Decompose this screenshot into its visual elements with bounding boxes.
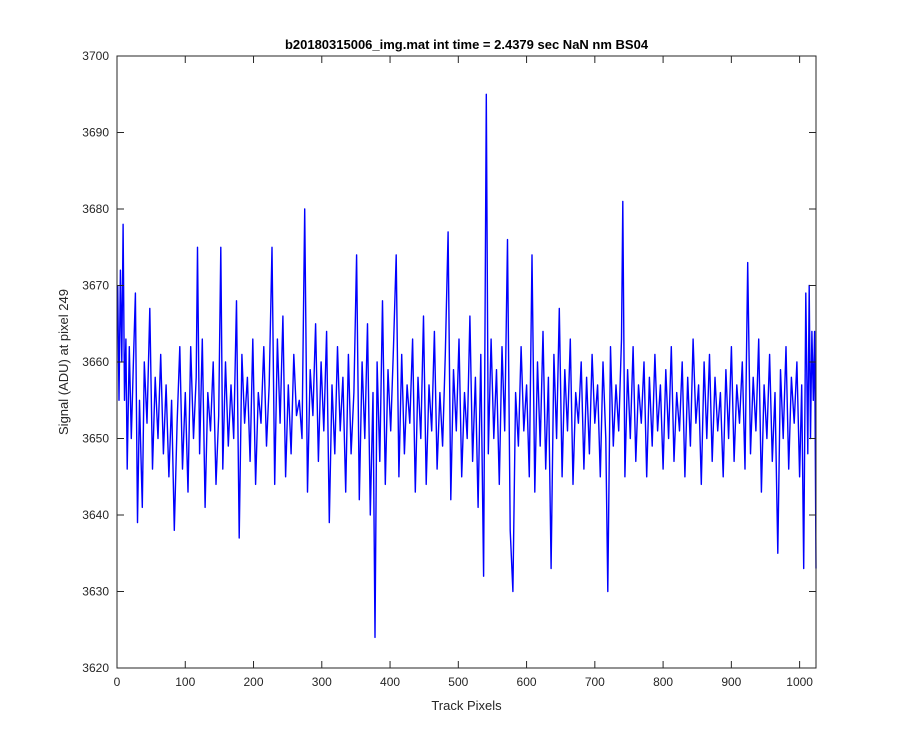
y-tick-label: 3630 bbox=[82, 585, 109, 599]
y-axis-label: Signal (ADU) at pixel 249 bbox=[56, 289, 71, 435]
y-tick-label: 3670 bbox=[82, 279, 109, 293]
plot-area bbox=[117, 56, 816, 668]
y-tick-label: 3660 bbox=[82, 355, 109, 369]
y-tick-label: 3640 bbox=[82, 508, 109, 522]
y-tick-label: 3690 bbox=[82, 126, 109, 140]
x-axis-label: Track Pixels bbox=[431, 698, 502, 713]
x-tick-label: 600 bbox=[517, 675, 537, 689]
x-tick-label: 1000 bbox=[786, 675, 813, 689]
x-tick-label: 400 bbox=[380, 675, 400, 689]
data-layer bbox=[117, 93, 817, 639]
x-tick-label: 800 bbox=[653, 675, 673, 689]
y-tick-label: 3650 bbox=[82, 432, 109, 446]
x-tick-label: 500 bbox=[448, 675, 468, 689]
y-tick-label: 3680 bbox=[82, 202, 109, 216]
x-tick-label: 0 bbox=[114, 675, 121, 689]
chart-title: b20180315006_img.mat int time = 2.4379 s… bbox=[285, 37, 649, 52]
x-tick-label: 300 bbox=[312, 675, 332, 689]
y-tick-label: 3620 bbox=[82, 661, 109, 675]
x-tick-label: 200 bbox=[244, 675, 264, 689]
y-tick-label: 3700 bbox=[82, 49, 109, 63]
series-line-0 bbox=[117, 93, 817, 639]
x-tick-label: 100 bbox=[175, 675, 195, 689]
x-tick-label: 700 bbox=[585, 675, 605, 689]
axes: 0 100 200 300 400 500 600 700 800 900 1000 3620 3630… bbox=[82, 49, 817, 689]
x-tick-label: 900 bbox=[721, 675, 741, 689]
